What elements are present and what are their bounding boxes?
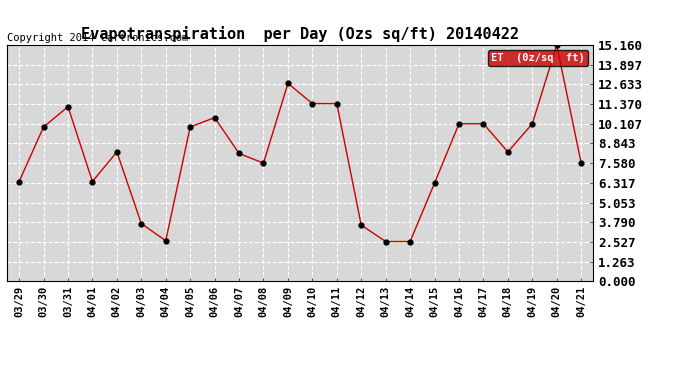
Legend: ET  (0z/sq  ft): ET (0z/sq ft) xyxy=(489,50,588,66)
Title: Evapotranspiration  per Day (Ozs sq/ft) 20140422: Evapotranspiration per Day (Ozs sq/ft) 2… xyxy=(81,27,519,42)
Text: Copyright 2014 Cartronics.com: Copyright 2014 Cartronics.com xyxy=(7,33,188,43)
